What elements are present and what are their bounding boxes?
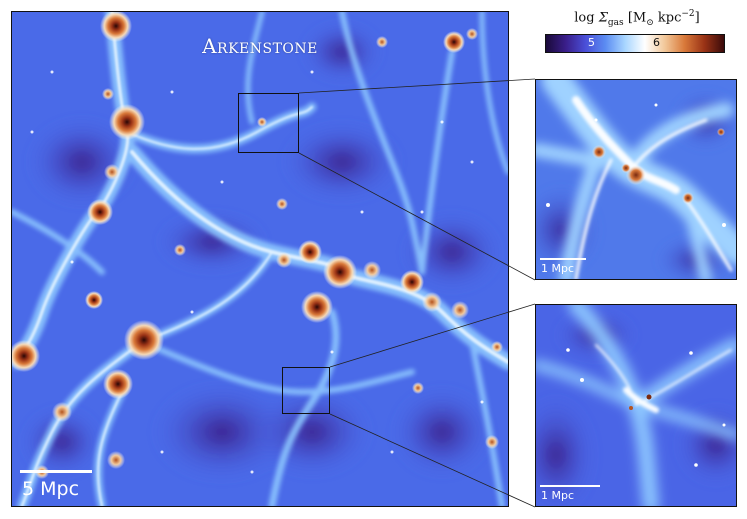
inset-bottom-gas-density-map [536, 305, 736, 506]
inset-panel-bottom: 1 Mpc [535, 304, 737, 507]
inset-panel-top: 1 Mpc [535, 79, 737, 280]
zoom-region-bottom [282, 367, 330, 414]
main-scalebar-label: 5 Mpc [22, 478, 80, 500]
inset-top-gas-density-map [536, 80, 736, 279]
main-gas-density-map [12, 12, 508, 506]
main-scalebar [20, 470, 92, 473]
colorbar-tick-5: 5 [588, 36, 595, 49]
colorbar [545, 34, 725, 53]
simulation-title: Arkenstone [202, 34, 318, 58]
zoom-region-top [238, 93, 299, 153]
inset-top-scalebar [540, 258, 586, 260]
inset-top-scalebar-label: 1 Mpc [541, 262, 575, 275]
colorbar-tick-6: 6 [653, 36, 660, 49]
colorbar-label: log Σgas [M⊙ kpc−2] [574, 9, 700, 28]
inset-bottom-scalebar [540, 485, 600, 487]
inset-bottom-scalebar-label: 1 Mpc [541, 489, 575, 502]
main-simulation-panel: Arkenstone 5 Mpc [11, 11, 509, 507]
